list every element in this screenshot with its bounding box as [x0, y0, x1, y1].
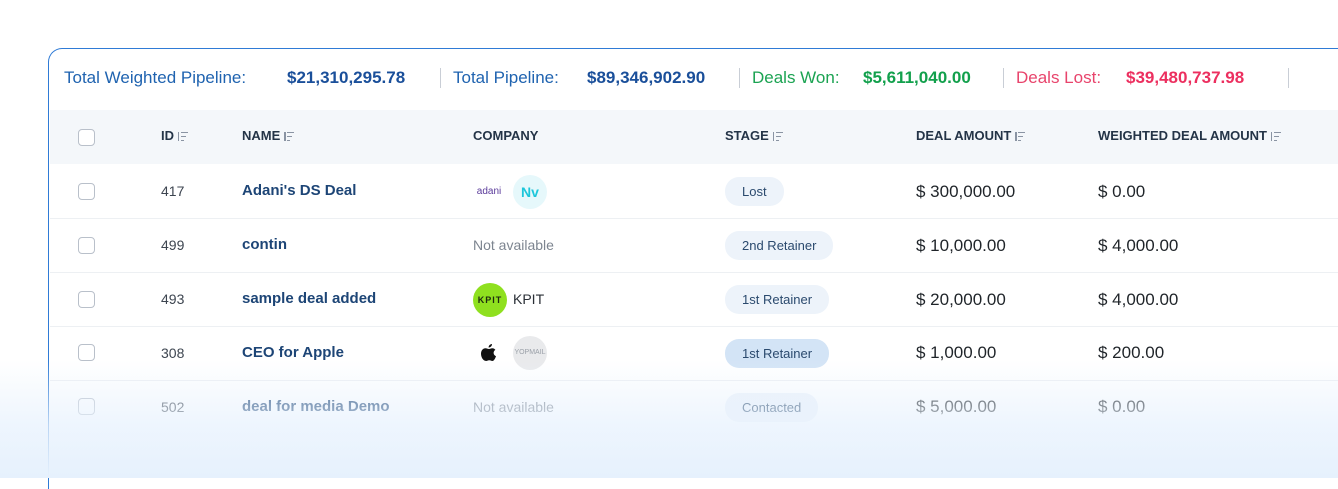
summary-label: Total Weighted Pipeline: [64, 68, 247, 87]
weighted-deal-amount: $ 4,000.00 [1098, 290, 1179, 309]
header-text: STAGE [725, 128, 769, 143]
separator [739, 68, 740, 88]
stage-badge: 2nd Retainer [725, 231, 834, 260]
column-header[interactable]: STAGE [725, 128, 783, 143]
table-row [50, 219, 1338, 273]
sort-icon[interactable] [284, 132, 295, 142]
weighted-deal-amount: $ 4,000.00 [1098, 236, 1179, 255]
deal-id: 499 [161, 237, 185, 253]
sort-icon[interactable] [1271, 132, 1281, 142]
deal-amount: $ 10,000.00 [916, 236, 1006, 255]
sort-icon[interactable] [1015, 132, 1026, 142]
weighted-deal-amount: $ 200.00 [1098, 343, 1165, 362]
stage-badge: 1st Retainer [725, 339, 830, 368]
summary-value: $21,310,295.78 [287, 68, 406, 87]
company-logo: KPIT [473, 283, 507, 317]
deal-id: 308 [161, 345, 185, 361]
separator [1288, 68, 1289, 88]
separator [1003, 68, 1004, 88]
column-header[interactable]: NAME [242, 128, 295, 143]
table-row [50, 165, 1338, 219]
deal-id: 502 [161, 399, 185, 415]
deal-amount: $ 20,000.00 [916, 290, 1006, 309]
row-checkbox[interactable] [78, 183, 95, 200]
deal-amount: $ 300,000.00 [916, 182, 1016, 201]
row-checkbox[interactable] [78, 344, 95, 361]
header-text: COMPANY [473, 128, 539, 143]
row-checkbox[interactable] [78, 398, 95, 415]
stage-badge: 1st Retainer [725, 285, 830, 314]
summary-label: Total Pipeline: [453, 68, 559, 87]
row-checkbox[interactable] [78, 291, 95, 308]
summary-value: $89,346,902.90 [587, 68, 706, 87]
column-header[interactable]: WEIGHTED DEAL AMOUNT [1098, 128, 1281, 143]
summary-label: Deals Won: [752, 68, 840, 87]
summary-value: $39,480,737.98 [1126, 68, 1245, 87]
header-text: NAME [242, 128, 281, 143]
header-text: WEIGHTED DEAL AMOUNT [1098, 128, 1267, 143]
header-text: ID [161, 128, 174, 143]
deal-name[interactable]: deal for media Demo [242, 398, 390, 415]
stage-badge: Contacted [725, 393, 819, 422]
deal-name[interactable]: Adani's DS Deal [242, 182, 357, 199]
select-all-checkbox[interactable] [78, 129, 95, 146]
company-text: Not available [473, 399, 554, 415]
page: Total Weighted Pipeline: $21,310,295.78 … [0, 48, 1338, 489]
row-checkbox[interactable] [78, 237, 95, 254]
company-logo: YOPMAIL [513, 336, 547, 370]
apple-logo [481, 344, 496, 361]
header-text: DEAL AMOUNT [916, 128, 1012, 143]
company-text: Not available [473, 237, 554, 253]
deal-amount: $ 5,000.00 [916, 397, 997, 416]
deal-name[interactable]: sample deal added [242, 290, 377, 307]
deal-name[interactable]: contin [242, 236, 287, 253]
weighted-deal-amount: $ 0.00 [1098, 397, 1146, 416]
deal-id: 417 [161, 183, 185, 199]
company-name: KPIT [513, 291, 545, 307]
summary-label: Deals Lost: [1016, 68, 1102, 87]
deal-name[interactable]: CEO for Apple [242, 344, 344, 361]
company-logo: Nv [513, 175, 547, 209]
column-header[interactable]: ID [161, 128, 188, 143]
deal-amount: $ 1,000.00 [916, 343, 997, 362]
column-header[interactable]: DEAL AMOUNT [916, 128, 1026, 143]
company-logo: adani [476, 186, 502, 197]
table-row [50, 273, 1338, 327]
summary-value: $5,611,040.00 [863, 68, 971, 87]
weighted-deal-amount: $ 0.00 [1098, 182, 1146, 201]
stage-badge: Lost [725, 177, 784, 206]
deal-id: 493 [161, 291, 185, 307]
column-header: COMPANY [473, 128, 538, 143]
sort-icon[interactable] [178, 132, 188, 142]
sort-icon[interactable] [772, 132, 783, 142]
table-header [50, 110, 1338, 164]
separator [440, 68, 441, 88]
